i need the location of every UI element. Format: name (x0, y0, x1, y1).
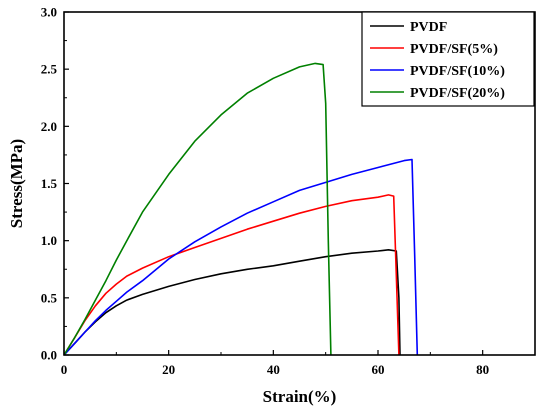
y-tick-label: 2.0 (41, 119, 57, 134)
legend-item: PVDF (370, 20, 447, 35)
legend-label: PVDF/SF(20%) (410, 86, 505, 101)
y-tick-label: 1.0 (41, 233, 57, 248)
x-tick-label: 20 (162, 362, 175, 377)
series-line-pvdf-sf-20 (63, 62, 332, 356)
legend-box (361, 11, 535, 107)
legend-label: PVDF (410, 20, 447, 35)
y-axis: 0.0 0.5 1.0 1.5 2.0 2.5 3.0 (41, 5, 69, 363)
y-tick-label: 1.5 (41, 176, 58, 191)
x-axis-title: Strain(%) (263, 387, 337, 406)
x-tick-label: 60 (372, 362, 385, 377)
legend-item: PVDF/SF(20%) (370, 86, 505, 101)
x-axis: 0 20 40 60 80 (61, 350, 489, 377)
series-layer (63, 62, 419, 356)
x-tick-label: 80 (476, 362, 489, 377)
legend-label: PVDF/SF(10%) (410, 64, 505, 79)
y-tick-label: 0.5 (41, 290, 58, 305)
legend-label: PVDF/SF(5%) (410, 42, 498, 57)
legend: PVDF PVDF/SF(5%) PVDF/SF(10%) PVDF/SF(20%) (361, 11, 535, 107)
y-axis-title: Stress(MPa) (7, 139, 26, 228)
x-tick-label: 40 (267, 362, 280, 377)
y-tick-label: 0.0 (41, 348, 57, 363)
legend-item: PVDF/SF(10%) (370, 64, 505, 79)
series-line-pvdf-sf-5 (63, 194, 400, 356)
x-tick-label: 0 (61, 362, 68, 377)
series-line-pvdf (63, 249, 401, 356)
legend-item: PVDF/SF(5%) (370, 42, 498, 57)
y-tick-label: 2.5 (41, 62, 58, 77)
y-tick-label: 3.0 (41, 5, 57, 20)
series-line-pvdf-sf-10 (63, 158, 419, 356)
